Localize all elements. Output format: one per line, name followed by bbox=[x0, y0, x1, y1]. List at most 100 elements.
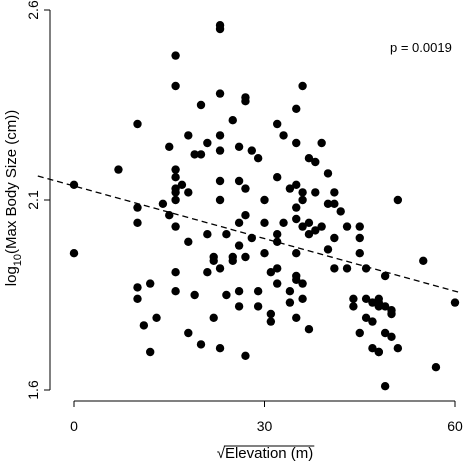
data-point bbox=[431, 363, 441, 372]
data-point bbox=[203, 138, 212, 148]
axes: 1.6 2.1 2.6 0 30 60 √Elevation (m) log10(Max Bo… bbox=[3, 0, 463, 462]
trend-line bbox=[37, 175, 459, 293]
data-point bbox=[241, 211, 250, 220]
data-point bbox=[152, 313, 161, 322]
plot-area bbox=[37, 21, 460, 391]
data-point bbox=[336, 207, 345, 216]
data-point bbox=[387, 309, 396, 319]
data-point bbox=[292, 203, 301, 212]
data-point bbox=[330, 264, 339, 273]
data-point bbox=[247, 146, 256, 155]
data-point bbox=[285, 287, 295, 296]
data-point bbox=[355, 328, 364, 338]
data-point bbox=[171, 173, 180, 182]
data-point bbox=[387, 332, 396, 341]
data-point bbox=[355, 249, 364, 258]
data-point bbox=[330, 199, 339, 208]
data-point bbox=[260, 218, 269, 227]
data-point bbox=[361, 264, 371, 273]
x-axis-label-text: Elevation (m) bbox=[225, 445, 313, 462]
data-point bbox=[304, 218, 314, 227]
data-point bbox=[69, 180, 79, 189]
data-point bbox=[279, 218, 288, 227]
y-tick-label: 2.6 bbox=[25, 0, 41, 20]
data-point bbox=[241, 184, 250, 193]
data-point bbox=[298, 81, 307, 91]
data-point bbox=[222, 290, 231, 300]
data-point bbox=[260, 195, 269, 205]
data-point bbox=[311, 157, 320, 167]
data-point bbox=[209, 252, 218, 262]
data-point bbox=[171, 81, 180, 91]
data-point bbox=[234, 287, 244, 296]
data-point bbox=[228, 256, 237, 265]
data-point bbox=[304, 325, 314, 334]
data-point bbox=[196, 150, 206, 159]
data-point bbox=[317, 138, 326, 148]
data-point bbox=[215, 131, 225, 140]
data-point bbox=[380, 382, 390, 391]
data-point bbox=[266, 317, 276, 326]
y-axis-label: log10(Max Body Size (cm)) bbox=[3, 110, 24, 286]
data-point bbox=[298, 279, 307, 288]
data-point bbox=[146, 279, 155, 288]
data-point bbox=[273, 264, 282, 273]
data-point bbox=[260, 249, 269, 258]
data-point bbox=[184, 131, 193, 140]
data-point bbox=[215, 89, 225, 98]
data-point bbox=[203, 230, 212, 239]
data-point bbox=[203, 268, 212, 277]
data-point bbox=[368, 344, 377, 353]
data-point bbox=[241, 97, 250, 106]
data-point bbox=[292, 138, 301, 148]
data-point bbox=[330, 233, 339, 243]
data-point bbox=[393, 344, 403, 353]
data-point bbox=[374, 294, 383, 303]
data-point bbox=[285, 298, 295, 307]
data-point bbox=[253, 154, 263, 163]
y-tick-label: 2.1 bbox=[25, 190, 41, 210]
data-point bbox=[273, 119, 282, 129]
data-point bbox=[171, 195, 180, 205]
data-point bbox=[171, 222, 180, 231]
data-point bbox=[215, 195, 225, 205]
data-point bbox=[209, 313, 218, 322]
data-point bbox=[215, 146, 225, 155]
data-point bbox=[184, 237, 193, 246]
data-point bbox=[177, 180, 187, 189]
data-point bbox=[355, 233, 364, 243]
data-point bbox=[298, 222, 307, 231]
data-point bbox=[165, 211, 174, 220]
data-point bbox=[133, 294, 142, 303]
data-point bbox=[450, 298, 460, 307]
data-point bbox=[171, 287, 180, 296]
data-point bbox=[247, 233, 256, 243]
p-value-annotation: p = 0.0019 bbox=[390, 40, 452, 55]
x-tick-label: 30 bbox=[257, 418, 273, 434]
data-point bbox=[355, 222, 364, 231]
data-point bbox=[292, 249, 301, 258]
data-point bbox=[292, 104, 301, 114]
data-point bbox=[171, 188, 180, 197]
data-point bbox=[158, 199, 168, 208]
data-point bbox=[298, 294, 307, 303]
data-point bbox=[222, 230, 231, 239]
data-point bbox=[317, 222, 326, 231]
data-point bbox=[342, 222, 352, 231]
data-point bbox=[215, 24, 225, 34]
data-point bbox=[184, 328, 193, 338]
data-point bbox=[393, 195, 403, 205]
data-point bbox=[196, 340, 206, 349]
x-tick-label: 0 bbox=[70, 418, 78, 434]
data-point bbox=[234, 241, 244, 250]
data-point bbox=[234, 218, 244, 227]
data-point bbox=[133, 218, 142, 227]
sqrt-symbol: √ bbox=[217, 445, 226, 462]
data-point bbox=[323, 245, 333, 254]
data-point bbox=[304, 154, 314, 163]
data-point bbox=[215, 264, 225, 273]
data-point bbox=[273, 237, 282, 246]
data-point bbox=[228, 116, 237, 125]
data-point bbox=[184, 188, 193, 197]
